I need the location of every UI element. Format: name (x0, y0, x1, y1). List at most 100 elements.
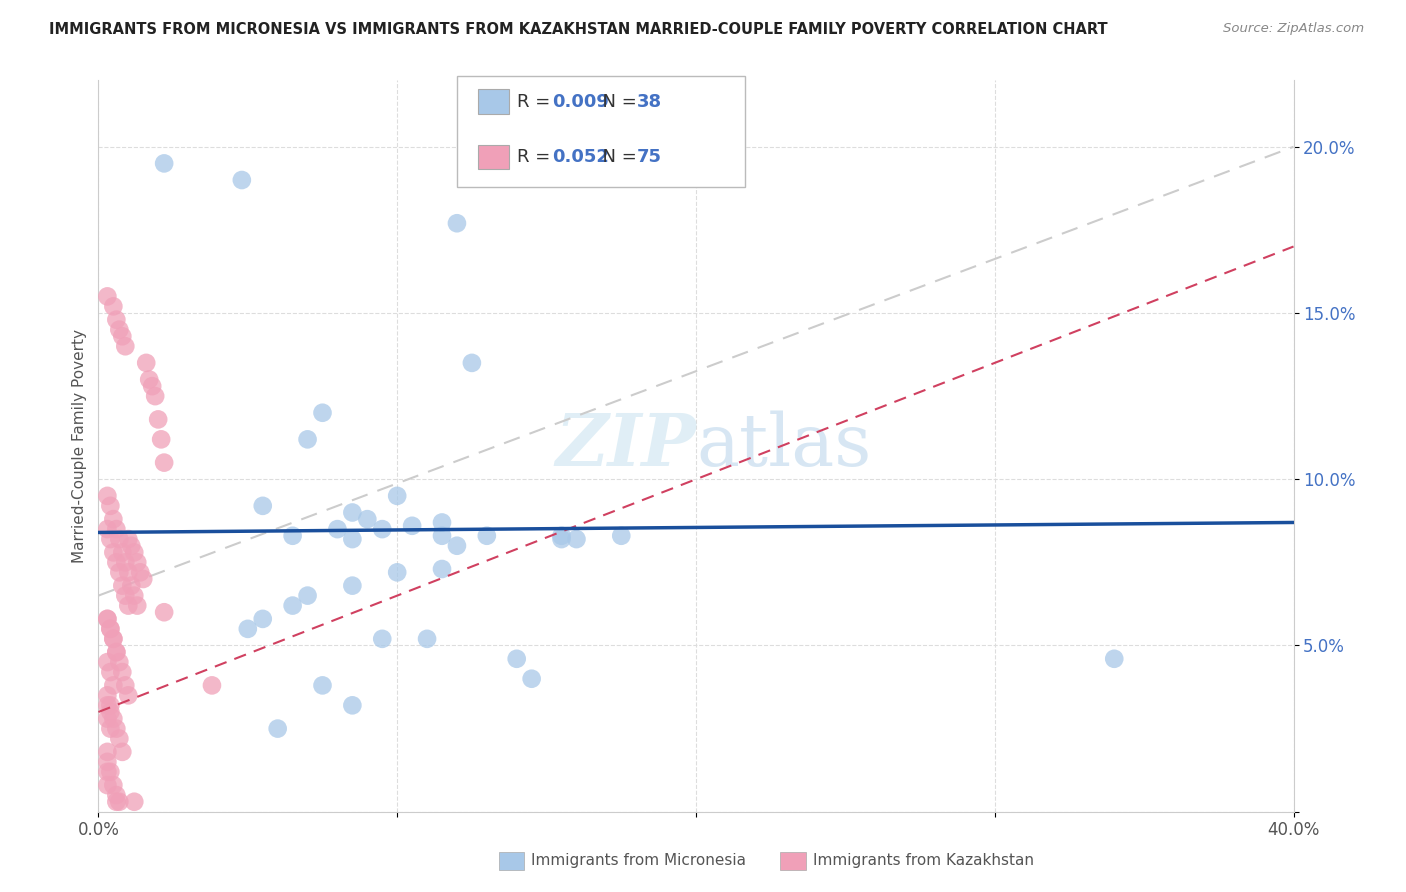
Y-axis label: Married-Couple Family Poverty: Married-Couple Family Poverty (72, 329, 87, 563)
Point (96, 655, 118, 669)
Point (105, 795, 128, 809)
Point (98, 532, 122, 546)
Point (281, 599, 304, 613)
Point (124, 589, 146, 603)
Point (446, 216, 468, 230)
Point (416, 632, 439, 646)
Point (111, 665, 134, 679)
Point (385, 489, 409, 503)
Point (326, 522, 349, 536)
Point (550, 532, 572, 546)
Point (117, 599, 139, 613)
Point (108, 731, 131, 746)
Text: atlas: atlas (696, 410, 872, 482)
Text: 75: 75 (637, 148, 662, 166)
Point (135, 356, 157, 370)
Point (401, 518, 423, 533)
Point (371, 632, 394, 646)
Point (105, 788, 128, 802)
Text: Immigrants from Kazakhstan: Immigrants from Kazakhstan (813, 854, 1033, 868)
Point (297, 433, 319, 447)
Text: N =: N = (591, 148, 643, 166)
Text: IMMIGRANTS FROM MICRONESIA VS IMMIGRANTS FROM KAZAKHSTAN MARRIED-COUPLE FAMILY P: IMMIGRANTS FROM MICRONESIA VS IMMIGRANTS… (49, 22, 1108, 37)
Point (114, 339, 136, 353)
Point (150, 433, 173, 447)
Point (120, 539, 142, 553)
Point (103, 632, 125, 646)
Point (111, 329, 134, 343)
Point (153, 605, 176, 619)
Text: R =: R = (517, 93, 557, 111)
Point (124, 545, 146, 559)
Point (98, 722, 122, 736)
Point (103, 632, 125, 646)
Point (153, 156, 176, 170)
Point (1104, 652, 1126, 666)
Point (120, 579, 142, 593)
Point (96, 755, 118, 769)
Point (103, 678, 125, 692)
Text: 38: 38 (637, 93, 662, 111)
Point (297, 589, 319, 603)
Point (96, 289, 118, 303)
Point (446, 539, 468, 553)
Point (114, 589, 136, 603)
Point (117, 689, 139, 703)
Point (114, 555, 136, 569)
Point (252, 612, 274, 626)
Point (371, 522, 394, 536)
Point (342, 532, 364, 546)
Point (103, 299, 125, 313)
Point (236, 622, 259, 636)
Point (117, 532, 139, 546)
Point (98, 622, 122, 636)
Point (550, 529, 572, 543)
Text: 0.009: 0.009 (553, 93, 609, 111)
Point (430, 529, 453, 543)
Point (143, 389, 166, 403)
Point (385, 566, 409, 580)
Point (98, 499, 122, 513)
Point (201, 678, 224, 692)
Point (98, 665, 122, 679)
Point (129, 566, 152, 580)
Text: ZIP: ZIP (555, 410, 696, 482)
Point (520, 672, 543, 686)
Point (127, 555, 149, 569)
Text: R =: R = (517, 148, 557, 166)
Point (342, 579, 364, 593)
Point (127, 599, 149, 613)
Point (98, 622, 122, 636)
Point (124, 795, 146, 809)
Point (96, 612, 118, 626)
Point (105, 645, 128, 659)
Point (252, 499, 274, 513)
Point (98, 764, 122, 779)
Point (105, 522, 128, 536)
Point (96, 612, 118, 626)
Point (108, 566, 131, 580)
Point (103, 545, 125, 559)
Point (96, 778, 118, 792)
Point (108, 795, 131, 809)
Point (138, 372, 160, 386)
Point (111, 579, 134, 593)
Point (96, 745, 118, 759)
Point (610, 529, 633, 543)
Point (281, 529, 304, 543)
Point (96, 489, 118, 503)
Text: Source: ZipAtlas.com: Source: ZipAtlas.com (1223, 22, 1364, 36)
Point (105, 555, 128, 569)
Point (103, 712, 125, 726)
Point (430, 516, 453, 530)
Point (96, 522, 118, 536)
Point (105, 312, 128, 326)
Point (96, 689, 118, 703)
Point (342, 698, 364, 713)
Point (356, 512, 378, 526)
Point (108, 655, 131, 669)
Point (103, 778, 125, 792)
Point (96, 712, 118, 726)
Point (153, 456, 176, 470)
Text: 0.052: 0.052 (553, 148, 609, 166)
